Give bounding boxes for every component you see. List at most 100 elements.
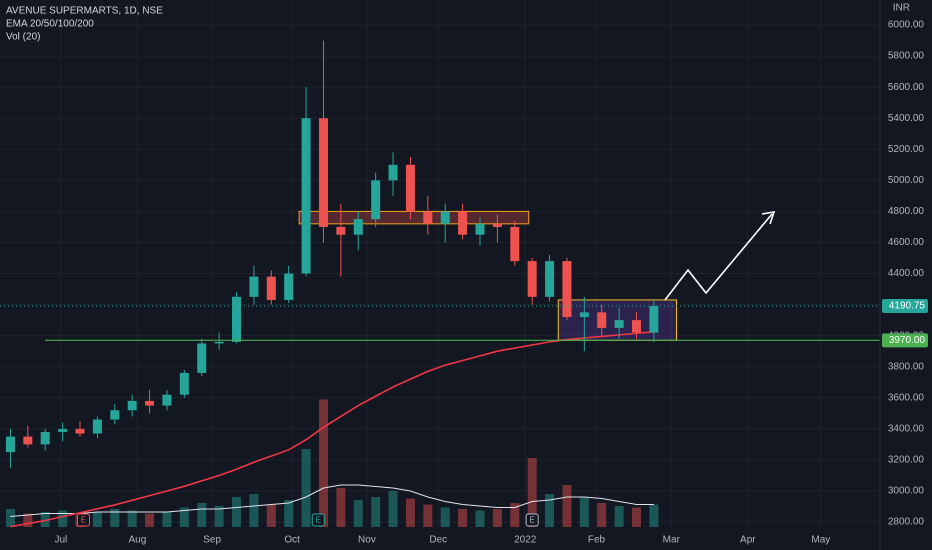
volume-bar xyxy=(232,497,242,527)
earnings-marker xyxy=(311,513,325,527)
volume-bar xyxy=(197,503,207,527)
candle-body xyxy=(179,372,189,395)
y-tick-label: 2800.00 xyxy=(888,517,925,528)
volume-bar xyxy=(127,510,137,527)
candle-body xyxy=(110,410,120,420)
candle-body xyxy=(597,312,607,328)
candle-body xyxy=(214,341,224,344)
volume-bar xyxy=(145,513,155,527)
currency-label: INR xyxy=(893,3,910,14)
volume-bar xyxy=(440,507,450,527)
candle-body xyxy=(40,431,50,445)
candle-body xyxy=(232,296,242,342)
earnings-marker xyxy=(76,513,90,527)
volume-bar xyxy=(614,506,624,527)
volume-bar xyxy=(527,458,537,527)
y-tick-label: 3200.00 xyxy=(888,455,925,466)
volume-ma-line xyxy=(10,484,654,517)
candle-body xyxy=(284,273,294,300)
price-axis: 2800.00 3000.00 3200.00 3400.00 3600.00 3800.… xyxy=(54,20,928,546)
x-tick-label: Dec xyxy=(429,535,447,546)
candle-body xyxy=(301,118,311,274)
earnings-marker xyxy=(525,513,539,527)
level-box xyxy=(882,333,928,348)
candle-body xyxy=(58,428,68,432)
y-tick-label: 5600.00 xyxy=(888,82,925,93)
y-tick-label: 3600.00 xyxy=(888,392,925,403)
y-tick-label: 4800.00 xyxy=(888,206,925,217)
y-tick-label: 3800.00 xyxy=(888,361,925,372)
x-tick-label: Jul xyxy=(54,535,67,546)
candle-body xyxy=(545,261,555,297)
earnings-label: E xyxy=(316,516,321,525)
volume-bar xyxy=(562,485,572,527)
earnings-label: E xyxy=(530,516,535,525)
ema-line xyxy=(10,330,654,528)
volume-bar xyxy=(475,510,485,527)
last-price-label: 4190.75 xyxy=(889,301,926,312)
volume-bar xyxy=(92,512,102,527)
candle-body xyxy=(475,223,485,235)
candle-body xyxy=(371,180,381,220)
volume-bar xyxy=(162,512,172,527)
y-tick-label: 5000.00 xyxy=(888,175,925,186)
volume-bar xyxy=(510,503,520,527)
candle-body xyxy=(632,320,642,333)
y-tick-label: 4600.00 xyxy=(888,237,925,248)
volume-bar xyxy=(58,510,68,527)
y-tick-label: 3400.00 xyxy=(888,423,925,434)
candle-body xyxy=(318,118,328,227)
volume-bar xyxy=(353,500,363,527)
candle-body xyxy=(197,343,207,373)
volume-bar xyxy=(458,509,468,527)
candle-body xyxy=(614,320,624,328)
candle-body xyxy=(388,164,398,181)
x-tick-label: Feb xyxy=(588,535,606,546)
volume-bar xyxy=(284,500,294,527)
candle-body xyxy=(440,211,450,224)
volume-bar xyxy=(301,449,311,527)
candle-body xyxy=(405,164,415,212)
volume-bar xyxy=(388,491,398,527)
candle-body xyxy=(249,276,259,297)
candle-body xyxy=(527,261,537,297)
volume-bar xyxy=(40,512,50,527)
earnings-label: E xyxy=(81,516,86,525)
candle-body xyxy=(458,211,468,235)
y-tick-label: 4400.00 xyxy=(888,268,925,279)
y-tick-label: 5200.00 xyxy=(888,144,925,155)
candle-body xyxy=(23,436,33,445)
volume-bar xyxy=(249,494,259,527)
candle-body xyxy=(5,436,15,453)
volume-bar xyxy=(214,506,224,527)
candle-body xyxy=(75,428,85,434)
volume-bar xyxy=(597,503,607,527)
candle-body xyxy=(92,419,102,434)
y-tick-label: 6000.00 xyxy=(888,20,925,31)
volume-bar xyxy=(649,504,659,527)
y-tick-label: 3000.00 xyxy=(888,486,925,497)
arrow-head xyxy=(761,210,776,225)
x-tick-label: 2022 xyxy=(514,535,537,546)
volume-bar xyxy=(579,497,589,527)
volume-bar xyxy=(318,399,328,527)
x-tick-label: Sep xyxy=(203,535,221,546)
indicator-label: EMA 20/50/100/200 xyxy=(6,19,94,30)
volume-bar xyxy=(545,494,555,527)
volume-bar xyxy=(632,507,642,527)
candle-body xyxy=(423,211,433,224)
volume-bar xyxy=(336,488,346,527)
volume-bar xyxy=(23,513,33,527)
volume-bar xyxy=(405,498,415,527)
y-tick-label: 5800.00 xyxy=(888,51,925,62)
projection-arrow xyxy=(664,213,773,301)
volume-bar xyxy=(5,509,15,527)
indicator-label: Vol (20) xyxy=(6,32,40,43)
candle-body xyxy=(266,276,276,300)
candle-body xyxy=(336,226,346,235)
candle-body xyxy=(562,261,572,318)
candle-body xyxy=(579,312,589,318)
